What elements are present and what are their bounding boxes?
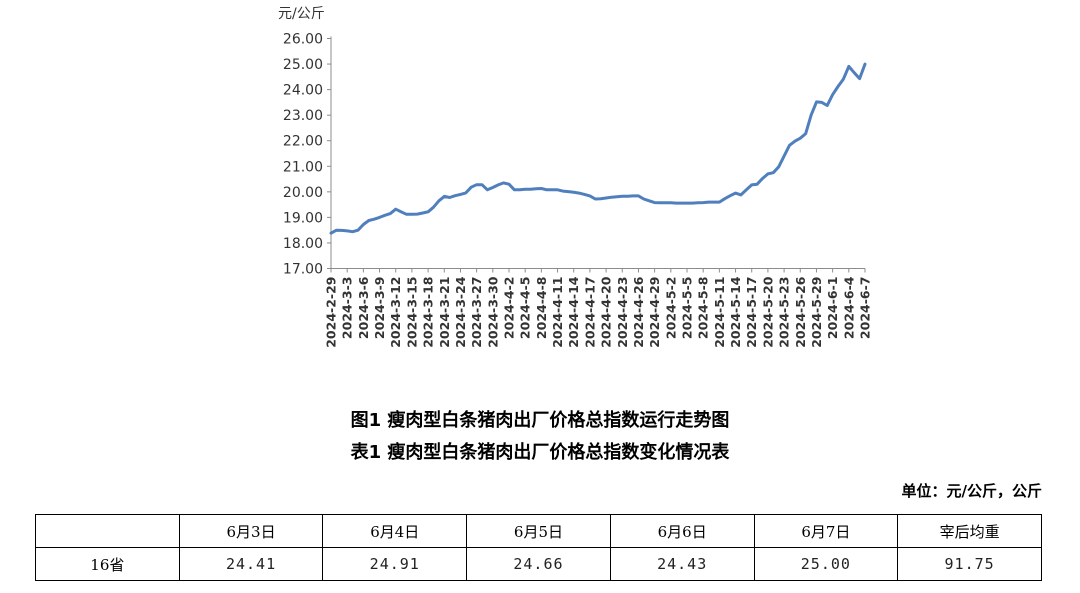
x-tick-label: 2024-3-21	[437, 277, 452, 348]
x-tick-label: 2024-4-29	[647, 277, 662, 348]
y-tick-label: 24.00	[283, 83, 323, 99]
table-header-cell: 6月3日	[178, 514, 324, 548]
series-layer	[329, 62, 867, 235]
y-tick-label: 17.00	[283, 262, 323, 278]
x-tick-label: 2024-3-24	[453, 276, 468, 348]
table-header-cell: 6月6日	[609, 514, 755, 548]
table-header-cell: 6月4日	[322, 514, 468, 548]
y-tick-label: 23.00	[283, 108, 323, 124]
x-tick-label: 2024-3-18	[421, 277, 436, 348]
y-axis: 17.00 18.00 19.00 20.00 21.00 22.00 23.00 24.00…	[283, 32, 332, 278]
x-tick-label: 2024-5-11	[712, 277, 727, 348]
price-table: 6月3日 6月4日 6月5日 6月6日 6月7日 宰后均重 16省 24.41 …	[35, 514, 1042, 581]
table-cell: 24.41	[178, 547, 324, 581]
x-tick-label: 2024-5-17	[744, 277, 759, 348]
x-tick-label: 2024-5-23	[777, 277, 792, 348]
table-row: 16省 24.41 24.91 24.66 24.43 25.00 91.75	[35, 547, 1042, 581]
y-tick-label: 19.00	[283, 210, 323, 226]
y-tick-label: 18.00	[283, 236, 323, 252]
x-tick-label: 2024-3-12	[388, 277, 403, 348]
x-tick-label: 2024-3-27	[469, 277, 484, 348]
table-cell-region: 16省	[35, 547, 180, 581]
x-tick-label: 2024-3-15	[404, 277, 419, 348]
x-tick-label: 2024-4-20	[599, 276, 614, 348]
table-header-cell: 6月5日	[466, 514, 611, 548]
y-tick-label: 20.00	[283, 185, 323, 201]
y-tick-label: 26.00	[283, 32, 323, 48]
x-tick-label: 2024-6-7	[858, 277, 873, 340]
x-tick-label: 2024-6-4	[841, 276, 856, 339]
x-tick-label: 2024-4-8	[534, 277, 549, 340]
x-tick-label: 2024-4-5	[518, 277, 533, 340]
x-tick-label: 2024-5-20	[760, 276, 775, 348]
x-tick-label: 2024-2-29	[324, 277, 339, 348]
x-tick-label: 2024-4-26	[631, 276, 646, 348]
x-tick-label: 2024-6-1	[825, 277, 840, 340]
x-tick-label: 2024-4-11	[550, 277, 565, 348]
table-cell: 24.66	[466, 547, 611, 581]
x-tick-label: 2024-3-6	[356, 276, 371, 339]
x-tick-label: 2024-4-14	[566, 276, 581, 348]
table-cell: 25.00	[753, 547, 899, 581]
table-header-cell	[35, 514, 180, 548]
table-header-cell: 宰后均重	[897, 514, 1042, 548]
table-cell: 91.75	[897, 547, 1042, 581]
x-tick-label: 2024-3-3	[340, 277, 355, 340]
x-tick-label: 2024-4-23	[615, 277, 630, 348]
x-tick-label: 2024-3-9	[372, 277, 387, 340]
table-caption: 表1 瘦肉型白条猪肉出厂价格总指数变化情况表	[350, 442, 730, 463]
table-cell: 24.91	[322, 547, 468, 581]
x-tick-label: 2024-3-30	[485, 276, 500, 348]
x-tick-label: 2024-5-5	[680, 277, 695, 340]
x-tick-label: 2024-5-2	[663, 277, 678, 340]
x-tick-label: 2024-5-14	[728, 276, 743, 348]
y-tick-label: 25.00	[283, 57, 323, 73]
unit-note: 单位：元/公斤，公斤	[901, 482, 1042, 500]
price-index-chart: 17.00 18.00 19.00 20.00 21.00 22.00 23.00 24.00…	[278, 6, 873, 348]
y-tick-label: 21.00	[283, 159, 323, 175]
x-tick-label: 2024-4-17	[582, 277, 597, 348]
table-header-row: 6月3日 6月4日 6月5日 6月6日 6月7日 宰后均重	[35, 514, 1042, 548]
x-tick-label: 2024-4-2	[502, 277, 517, 340]
y-axis-title: 元/公斤	[278, 6, 325, 22]
table-header-cell: 6月7日	[753, 514, 899, 548]
table-cell: 24.43	[609, 547, 755, 581]
series-line	[329, 62, 867, 235]
x-tick-label: 2024-5-8	[696, 277, 711, 340]
x-tick-label: 2024-5-29	[809, 277, 824, 348]
x-axis: 2024-2-29 2024-3-3 2024-3-6 2024-3-9 2024-3-…	[324, 268, 873, 348]
figure-caption: 图1 瘦肉型白条猪肉出厂价格总指数运行走势图	[350, 410, 730, 431]
x-tick-label: 2024-5-26	[793, 276, 808, 348]
y-tick-label: 22.00	[283, 134, 323, 150]
